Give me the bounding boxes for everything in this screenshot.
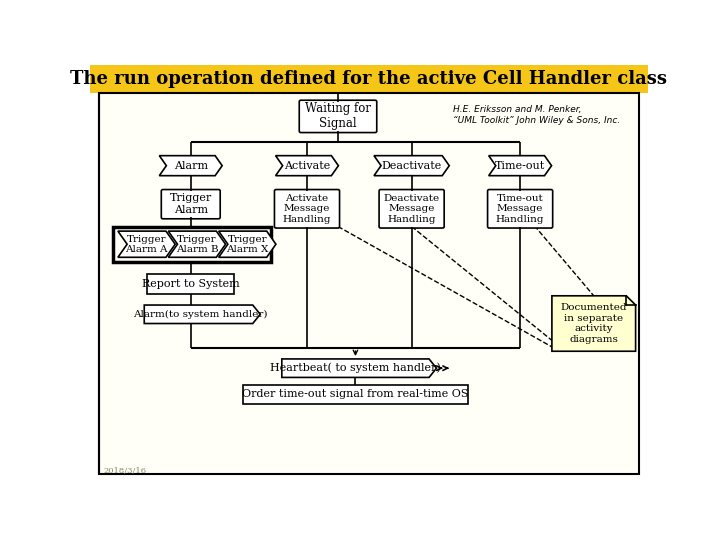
Polygon shape (144, 305, 260, 323)
FancyBboxPatch shape (300, 100, 377, 132)
Polygon shape (276, 156, 338, 176)
Text: Trigger
Alarm A: Trigger Alarm A (125, 234, 168, 254)
Text: Deactivate: Deactivate (382, 161, 442, 171)
Polygon shape (552, 296, 636, 351)
Text: “UML Toolkit” John Wiley & Sons, Inc.: “UML Toolkit” John Wiley & Sons, Inc. (453, 116, 620, 125)
Text: Report to System: Report to System (142, 279, 240, 289)
Polygon shape (168, 231, 225, 257)
Text: Alarm: Alarm (174, 161, 208, 171)
Polygon shape (118, 231, 175, 257)
Text: Trigger
Alarm: Trigger Alarm (170, 193, 212, 215)
Text: Documented
in separate
activity
diagrams: Documented in separate activity diagrams (560, 303, 627, 343)
FancyBboxPatch shape (487, 190, 553, 228)
Text: Heartbeat( to system handler): Heartbeat( to system handler) (270, 363, 441, 374)
Text: H.E. Eriksson and M. Penker,: H.E. Eriksson and M. Penker, (453, 105, 581, 114)
Text: Order time-out signal from real-time OS: Order time-out signal from real-time OS (242, 389, 469, 400)
FancyBboxPatch shape (274, 190, 340, 228)
FancyBboxPatch shape (379, 190, 444, 228)
Text: Alarm(to system handler): Alarm(to system handler) (133, 310, 268, 319)
Text: Time-out: Time-out (495, 161, 545, 171)
Text: Trigger
Alarm B: Trigger Alarm B (176, 234, 218, 254)
Bar (243, 385, 468, 403)
Text: Activate: Activate (284, 161, 330, 171)
Polygon shape (374, 156, 449, 176)
Bar (113, 226, 271, 262)
Bar (148, 274, 234, 294)
Polygon shape (159, 156, 222, 176)
Text: Waiting for
Signal: Waiting for Signal (305, 103, 371, 130)
Text: Time-out
Message
Handling: Time-out Message Handling (496, 194, 544, 224)
Polygon shape (219, 231, 276, 257)
FancyBboxPatch shape (161, 190, 220, 219)
Text: Deactivate
Message
Handling: Deactivate Message Handling (384, 194, 440, 224)
Bar (90, 65, 648, 92)
Polygon shape (489, 156, 552, 176)
Text: 2018/3/16: 2018/3/16 (104, 467, 147, 475)
Text: Trigger
Alarm X: Trigger Alarm X (226, 234, 269, 254)
Text: The run operation defined for the active Cell Handler class: The run operation defined for the active… (71, 70, 667, 87)
Polygon shape (282, 359, 436, 377)
Text: Activate
Message
Handling: Activate Message Handling (283, 194, 331, 224)
